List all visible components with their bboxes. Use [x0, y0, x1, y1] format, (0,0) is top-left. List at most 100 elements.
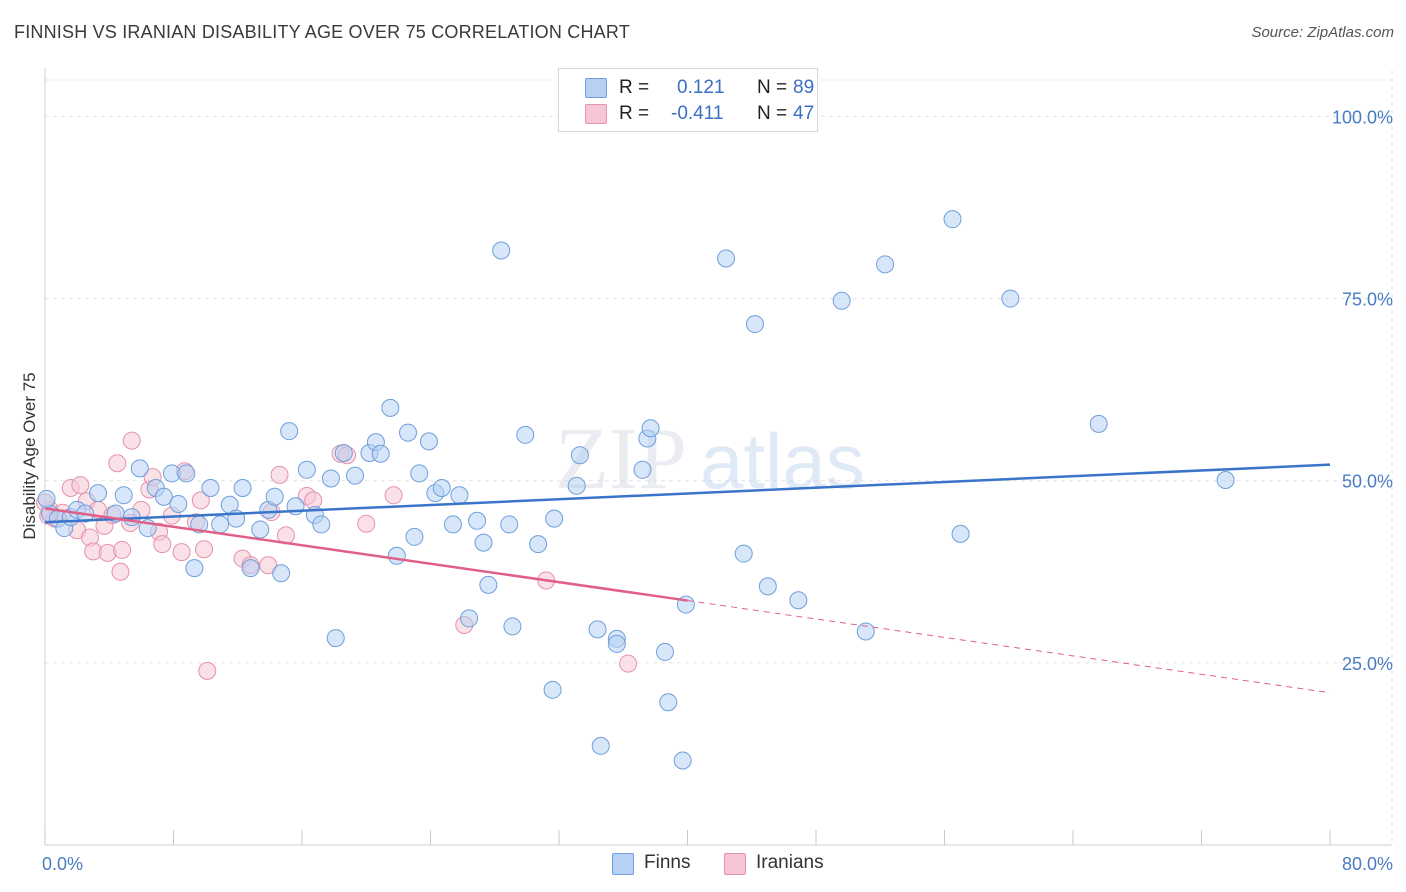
- y-tick-label: 50.0%: [1342, 472, 1393, 492]
- finns-point: [745, 315, 764, 334]
- iranians-swatch: [585, 104, 607, 124]
- finns-point: [312, 515, 331, 534]
- finns-point: [460, 609, 479, 628]
- finns-point: [951, 524, 970, 543]
- iranians-point: [191, 491, 210, 510]
- y-tick-label: 100.0%: [1332, 107, 1393, 127]
- finns-point: [607, 634, 626, 653]
- iranians-point: [270, 465, 289, 484]
- finns-point: [673, 751, 692, 770]
- finns-point: [381, 398, 400, 417]
- finns-point: [297, 460, 316, 479]
- finns-point: [387, 546, 406, 565]
- iranians-point: [195, 540, 214, 559]
- finns-point: [114, 486, 133, 505]
- finns-point: [633, 460, 652, 479]
- finns-point: [570, 446, 589, 465]
- finns-point: [856, 622, 875, 641]
- finns-point: [492, 241, 511, 260]
- finns-swatch: [585, 78, 607, 98]
- finns-point: [588, 620, 607, 639]
- finns-point: [334, 444, 353, 463]
- finns-point: [832, 291, 851, 310]
- finns-swatch: [612, 853, 634, 875]
- iranians-point: [122, 431, 141, 450]
- finns-point: [545, 509, 564, 528]
- legend-n-label: N =: [757, 103, 788, 124]
- finns-point: [272, 564, 291, 583]
- finns-point: [1216, 470, 1235, 489]
- iranians-label: Iranians: [756, 852, 824, 873]
- finns-point: [405, 527, 424, 546]
- grid-lines: [45, 70, 1393, 845]
- finns-point: [201, 479, 220, 497]
- legend-r-label: R =: [619, 77, 650, 98]
- iranians-point: [357, 514, 376, 533]
- iranians-point: [259, 556, 278, 575]
- legend-r-value: -0.411: [671, 103, 724, 124]
- x-tick-label: 80.0%: [1342, 854, 1393, 874]
- finns-point: [734, 544, 753, 563]
- iranians-point: [108, 454, 127, 473]
- chart-title: FINNISH VS IRANIAN DISABILITY AGE OVER 7…: [14, 22, 630, 42]
- finns-point: [567, 476, 586, 495]
- finns-point: [516, 425, 535, 444]
- finns-point: [641, 419, 660, 438]
- legend-n-value: 89: [793, 77, 815, 98]
- finns-point: [399, 423, 418, 442]
- finns-point: [321, 469, 340, 488]
- finns-point: [474, 533, 493, 552]
- finns-point: [443, 515, 462, 534]
- iranians-point: [153, 535, 172, 554]
- finns-point: [943, 210, 962, 229]
- finns-point: [326, 629, 345, 648]
- finns-point: [1089, 414, 1108, 433]
- finns-point: [233, 479, 252, 497]
- iranians-trend-line: [44, 507, 688, 602]
- finns-point: [89, 484, 108, 503]
- finns-point: [251, 520, 270, 539]
- finns-point: [529, 535, 548, 554]
- finns-point: [241, 559, 260, 578]
- finns-point: [419, 432, 438, 451]
- finns-point: [758, 577, 777, 596]
- iranians-point: [619, 654, 638, 673]
- finns-point: [169, 495, 188, 514]
- finns-point: [468, 511, 487, 530]
- axes: [44, 68, 1392, 846]
- finns-point: [346, 466, 365, 485]
- legend-r-label: R =: [619, 103, 650, 124]
- iranians-point: [172, 543, 191, 562]
- iranians-swatch: [724, 853, 746, 875]
- finns-point: [500, 515, 519, 534]
- y-tick-label: 75.0%: [1342, 290, 1393, 310]
- finns-label: Finns: [644, 852, 691, 873]
- iranians-point: [384, 486, 403, 505]
- trend-lines: [44, 463, 1331, 694]
- legend-n-label: N =: [757, 77, 788, 98]
- finns-point: [503, 617, 522, 636]
- finns-point: [280, 422, 299, 441]
- finns-point: [177, 464, 196, 483]
- iranians-point: [198, 661, 217, 680]
- finns-point: [410, 464, 429, 483]
- finns-point: [591, 736, 610, 755]
- legend-r-value: 0.121: [677, 77, 725, 98]
- x-tick-label: 0.0%: [42, 854, 83, 874]
- finns-point: [543, 680, 562, 699]
- correlation-legend: R = 0.121 N = 89 R = -0.411 N = 47: [558, 68, 818, 132]
- finns-point: [479, 575, 498, 594]
- finns-point: [659, 693, 678, 712]
- finns-point: [265, 487, 284, 506]
- iranians-trend-line-dashed: [687, 600, 1331, 694]
- finns-point: [154, 487, 173, 506]
- iranians-point: [111, 562, 130, 581]
- finns-point: [130, 459, 149, 478]
- finns-point: [876, 255, 895, 274]
- finns-point: [211, 515, 230, 534]
- finns-point: [717, 249, 736, 268]
- finns-trend-line: [44, 463, 1331, 524]
- finns-point: [656, 642, 675, 661]
- y-tick-label: 25.0%: [1342, 654, 1393, 674]
